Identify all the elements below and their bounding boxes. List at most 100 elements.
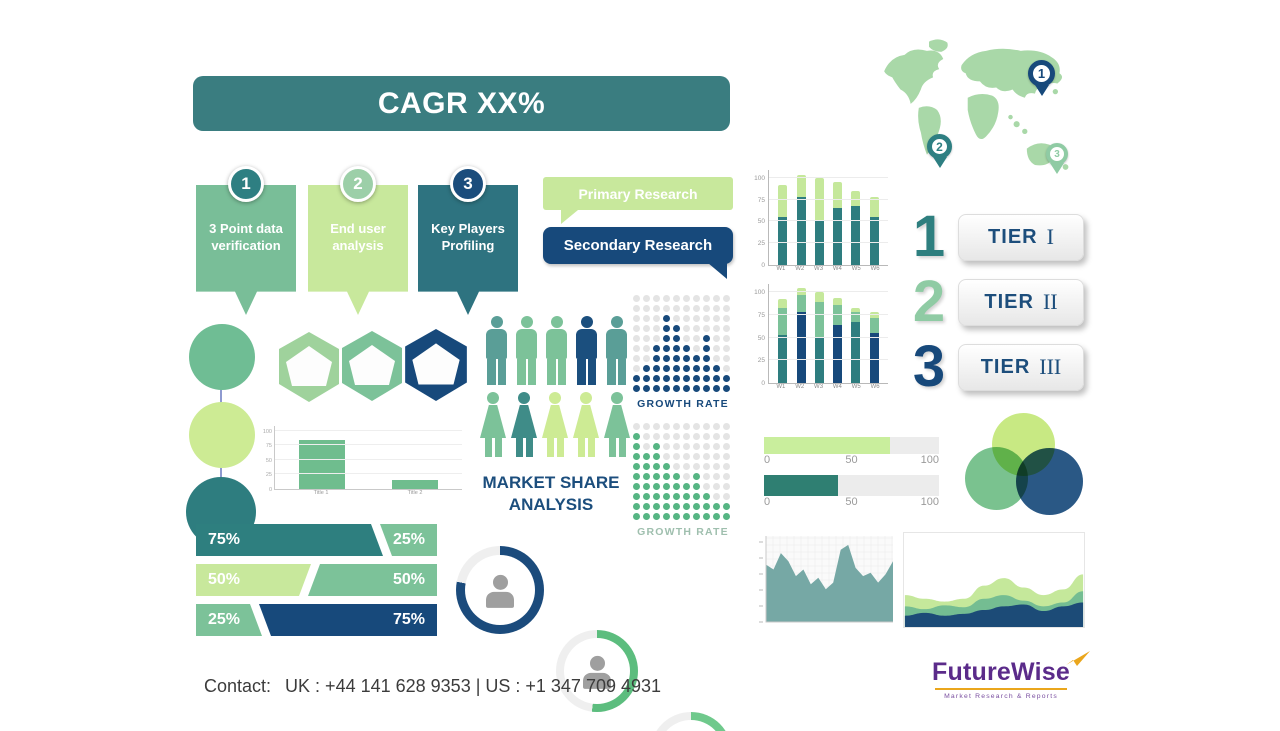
growth-rate-label: GROWTH RATE (637, 526, 729, 538)
matrix-dot (703, 513, 710, 520)
ribbon-key-players: 3 Key Players Profiling (418, 166, 518, 316)
stacked-bar (833, 297, 843, 383)
matrix-dot (713, 325, 720, 332)
matrix-dot (653, 443, 660, 450)
matrix-dot (633, 503, 640, 510)
matrix-dot (723, 325, 730, 332)
user-head (589, 655, 605, 671)
x-tick-label: W2 (795, 384, 805, 390)
x-tick-label: W4 (832, 384, 842, 390)
leg (577, 438, 585, 457)
matrix-dot (683, 493, 690, 500)
matrix-dot (683, 423, 690, 430)
location-pin-icon: 3 (1046, 143, 1068, 174)
share-row: 25% 75% (196, 604, 437, 636)
logo-underline (935, 688, 1067, 690)
process-circle-1 (189, 324, 255, 390)
y-tick-label: 50 (757, 334, 765, 342)
bar-segment (851, 308, 861, 313)
matrix-dot (723, 385, 730, 392)
matrix-dot (653, 493, 660, 500)
ribbon-number-badge: 2 (340, 166, 376, 202)
growth-rate-label: GROWTH RATE (637, 398, 729, 410)
matrix-dot (703, 473, 710, 480)
matrix-dot (663, 365, 670, 372)
bar-segment (869, 217, 879, 265)
matrix-dot (633, 473, 640, 480)
matrix-dot (683, 443, 690, 450)
gridline (769, 242, 888, 244)
leg (587, 359, 596, 385)
donut-hole (564, 638, 630, 704)
share-label: 75% (392, 611, 425, 628)
tier-numeral: I (1046, 224, 1054, 249)
matrix-dot (633, 325, 640, 332)
bar-segment (796, 196, 806, 265)
scale-50: 50 (845, 454, 858, 466)
matrix-dot (653, 335, 660, 342)
matrix-dot (723, 335, 730, 342)
pin-number: 2 (927, 134, 952, 159)
stacked-bar (814, 292, 824, 383)
matrix-dot (693, 365, 700, 372)
mini-bar-chart: 0 25 50 75 100 Title 1 Title 2 (260, 426, 462, 496)
tier-number: 2 (912, 269, 946, 334)
x-tick-label: Title 1 (313, 490, 329, 496)
matrix-dot (713, 513, 720, 520)
matrix-dot (723, 513, 730, 520)
matrix-dot (663, 493, 670, 500)
process-circle-2 (189, 402, 255, 468)
y-tick-label: 25 (757, 357, 765, 365)
matrix-dot (703, 423, 710, 430)
matrix-dot (713, 423, 720, 430)
contact-line: Contact: UK : +44 141 628 9353 | US : +1… (204, 676, 661, 697)
x-tick-label: W4 (832, 266, 842, 272)
bar-segment (814, 302, 824, 337)
stacked-bar (869, 312, 879, 383)
matrix-dot (703, 295, 710, 302)
progress-fill (764, 475, 838, 496)
leg (484, 438, 492, 457)
matrix-dot (663, 295, 670, 302)
matrix-dot (663, 355, 670, 362)
matrix-dot (653, 463, 660, 470)
matrix-dot (643, 443, 650, 450)
person-legs (514, 359, 539, 385)
matrix-dot (723, 345, 730, 352)
person-torso (576, 329, 597, 359)
share-segment-left: 50% (196, 564, 311, 596)
matrix-dot (693, 355, 700, 362)
logo-wordmark: FutureWise (932, 651, 1090, 687)
bar-segment (851, 322, 861, 383)
progress-bars: 0 50 100 0 50 100 (764, 437, 939, 511)
gridline (769, 198, 888, 200)
tier-word: TIER (984, 290, 1034, 313)
matrix-dot (713, 493, 720, 500)
pin-tail (1034, 85, 1049, 96)
ribbon-number-badge: 3 (450, 166, 486, 202)
matrix-dot (683, 473, 690, 480)
matrix-dot (653, 315, 660, 322)
matrix-dot (683, 385, 690, 392)
x-tick-label: W3 (814, 266, 824, 272)
plot-area (768, 284, 888, 384)
x-tick-label: W6 (870, 266, 880, 272)
x-tick-label: W5 (851, 266, 861, 272)
stacked-bar (814, 177, 824, 265)
matrix-dot (713, 365, 720, 372)
leg (577, 359, 586, 385)
matrix-dot (663, 443, 670, 450)
y-tick-label: 75 (757, 311, 765, 319)
matrix-dot (693, 305, 700, 312)
person-head (610, 316, 623, 328)
stacked-bar (778, 299, 788, 383)
matrix-dot (723, 473, 730, 480)
market-share-title: MARKET SHARE ANALYSIS (482, 473, 620, 515)
matrix-dot (723, 375, 730, 382)
tier-word: TIER (988, 225, 1038, 248)
cagr-label: CAGR XX% (377, 86, 546, 120)
tier-card: TIER I (958, 213, 1084, 261)
person-dress (604, 405, 630, 438)
matrix-dot (693, 483, 700, 490)
matrix-dot (653, 513, 660, 520)
